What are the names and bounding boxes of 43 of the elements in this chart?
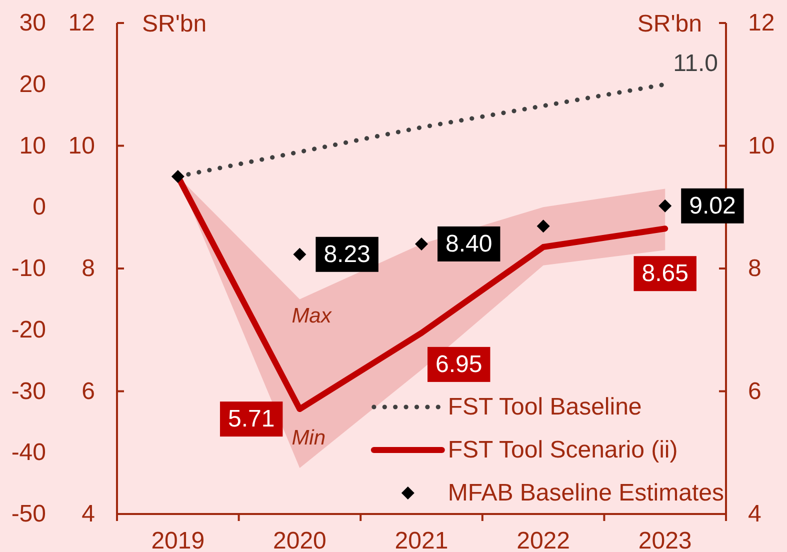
data-label: 11.0 [673,50,718,77]
x-tick-label: 2019 [151,528,205,552]
point [171,170,184,183]
x-tick-label: 2021 [394,528,448,552]
y2-tick-label: 8 [748,255,762,282]
y3-tick-label: 10 [19,132,46,160]
data-label: 8.65 [642,260,688,288]
y3-tick-label: 20 [19,70,46,98]
y-tick-label: 10 [68,132,95,160]
annotation: Min [292,426,326,450]
y2-axis-title: SR'bn [637,10,702,38]
y2-tick-label: 6 [748,378,762,405]
x-tick-label: 2020 [273,528,326,552]
y3-tick-label: -30 [11,378,46,405]
data-label: 8.40 [445,230,492,258]
data-label: 8.23 [324,240,370,268]
y3-tick-label: -40 [11,439,46,466]
data-label: 6.95 [435,350,482,378]
x-tick-label: 2023 [638,528,692,552]
y-tick-label: 12 [68,10,95,36]
point [293,248,306,261]
data-label: 5.71 [228,406,275,433]
annotation: Max [292,304,333,328]
legend-label: FST Tool Baseline [448,394,642,420]
y3-tick-label: 0 [32,194,46,221]
y3-tick-label: -50 [11,500,46,528]
point [536,220,550,233]
y2-tick-label: 10 [748,132,775,160]
y2-tick-label: 4 [748,500,762,528]
y3-tick-label: 30 [19,10,46,36]
point [415,237,428,250]
y3-tick-label: -10 [11,255,46,282]
y3-tick-label: -20 [11,316,46,344]
y-tick-label: 6 [82,378,95,405]
y-axis-title: SR'bn [142,10,207,38]
legend-label: MFAB Baseline Estimates [448,480,724,506]
legend-label: FST Tool Scenario (ii) [448,436,678,464]
y2-tick-label: 12 [748,10,775,36]
point [658,199,672,212]
y-tick-label: 8 [82,255,95,282]
x-tick-label: 2022 [516,528,570,552]
data-label: 9.02 [689,192,736,220]
y-tick-label: 4 [82,500,95,528]
